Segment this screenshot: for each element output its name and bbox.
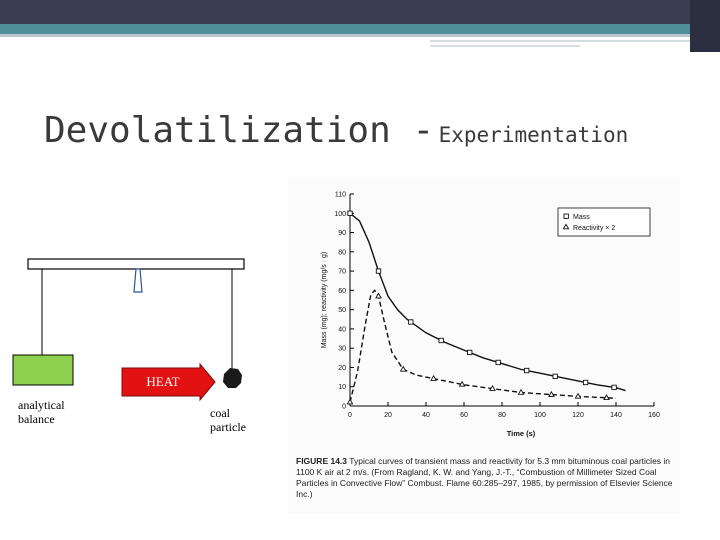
y-tick-label: 40	[338, 326, 346, 333]
x-tick-label: 160	[648, 412, 660, 419]
reactivity-marker	[346, 398, 354, 405]
reactivity-marker	[574, 392, 582, 399]
legend-mass-marker	[563, 213, 569, 219]
y-tick-label: 10	[338, 384, 346, 391]
x-tick-label: 40	[422, 412, 430, 419]
pivot-fulcrum	[133, 268, 143, 293]
reactivity-marker	[489, 384, 496, 391]
x-tick-label: 140	[610, 412, 622, 419]
balance-label-line2: balance	[18, 412, 55, 426]
y-tick-label: 110	[335, 192, 346, 199]
header-band-teal	[0, 24, 720, 34]
mass-marker	[524, 367, 530, 374]
x-tick-label: 20	[384, 412, 392, 419]
particle-label-line1: coal	[210, 406, 230, 420]
reactivity-marker	[430, 374, 437, 381]
y-tick-label: 70	[338, 269, 346, 276]
reactivity-marker	[517, 388, 525, 395]
reactivity-marker	[603, 394, 610, 401]
header-accent-line-short	[430, 45, 580, 47]
x-tick-label: 80	[498, 412, 506, 419]
legend-mass-label: Mass	[573, 214, 590, 221]
x-tick-label: 100	[534, 412, 546, 419]
heat-label: HEAT	[146, 374, 180, 389]
mass-marker	[375, 268, 382, 274]
mass-marker	[347, 210, 353, 216]
mass-marker	[495, 359, 501, 366]
analytical-balance-box	[12, 354, 74, 386]
mass-marker	[611, 384, 617, 391]
balance-label: analytical balance	[18, 398, 65, 426]
y-tick-label: 80	[338, 249, 346, 256]
y-tick-label: 50	[338, 307, 346, 314]
x-axis-label: Time (s)	[507, 429, 536, 438]
legend-reactivity-label: Reactivity × 2	[573, 225, 615, 232]
series-line-reactivity	[349, 289, 617, 403]
reactivity-marker	[399, 365, 407, 372]
x-tick-label: 0	[348, 412, 352, 419]
mass-reactivity-chart: 0 10 20 30 40 50 60 70 80 90 100 110 0 20 40 60 80 100 120…	[321, 192, 660, 439]
beam	[27, 258, 245, 270]
header-band-dark	[0, 0, 720, 24]
slide-title-main: Devolatilization -	[44, 110, 435, 151]
y-axis-label: Mass (mg); reactivity (mg/s · g)	[321, 252, 328, 348]
reactivity-marker	[375, 292, 382, 299]
header-corner-block	[690, 0, 720, 52]
particle-label-line2: particle	[210, 420, 246, 434]
mass-marker	[467, 349, 473, 356]
mass-marker	[438, 337, 444, 344]
balance-label-line1: analytical	[18, 398, 65, 412]
heat-arrow	[121, 362, 216, 402]
figure-caption: FIGURE 14.3 Typical curves of transient …	[296, 456, 678, 500]
series-line-mass	[349, 212, 626, 392]
mass-marker	[408, 319, 414, 325]
legend-box	[557, 207, 651, 237]
x-tick-label: 120	[572, 412, 584, 419]
x-tick-label: 60	[460, 412, 468, 419]
y-tick-label: 20	[338, 365, 346, 372]
header-band-light	[0, 34, 720, 37]
reactivity-marker	[548, 390, 555, 397]
slide-title-sub: Experimentation	[438, 123, 629, 147]
caption-label: FIGURE 14.3	[296, 456, 348, 466]
mass-marker	[552, 373, 558, 379]
coal-particle	[223, 368, 242, 388]
slide-title: Devolatilization - Experimentation	[44, 110, 628, 151]
caption-text: Typical curves of transient mass and rea…	[296, 456, 673, 499]
legend-reactivity-marker	[562, 223, 570, 230]
y-tick-label: 60	[338, 288, 346, 295]
header-accent-line	[430, 40, 690, 42]
y-tick-label: 0	[342, 404, 346, 411]
reactivity-marker	[458, 380, 466, 387]
y-tick-label: 90	[338, 230, 346, 237]
apparatus-diagram	[12, 258, 245, 402]
y-tick-label: 30	[338, 346, 346, 353]
y-tick-label: 100	[334, 211, 346, 218]
mass-marker	[582, 379, 589, 386]
particle-label: coal particle	[210, 406, 246, 434]
